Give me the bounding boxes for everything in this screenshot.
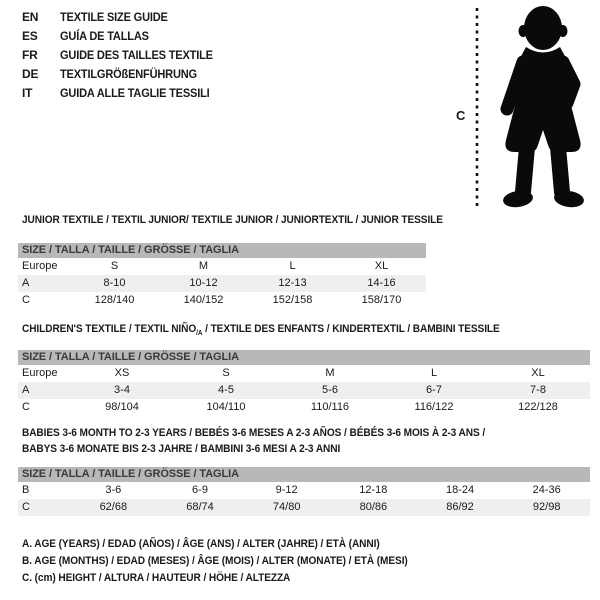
- table-cell: 128/140: [94, 294, 135, 306]
- table-cell: 3-4: [114, 384, 130, 396]
- table-cell: 14-16: [367, 277, 396, 289]
- language-code: IT: [22, 86, 33, 100]
- table-cell: 12-13: [278, 277, 307, 289]
- table-row: C 98/104 104/110 110/116 116/122 122/128: [18, 399, 590, 416]
- table-cell: XS: [114, 367, 130, 379]
- table-cell: 6-7: [426, 384, 442, 396]
- children-section-title: CHILDREN'S TEXTILE / TEXTIL NIÑO/A / TEX…: [22, 321, 500, 342]
- toddler-silhouette: [500, 6, 584, 208]
- row-label: A: [22, 277, 30, 289]
- row-label: Europe: [22, 367, 58, 379]
- row-label: B: [22, 484, 30, 496]
- table-cell: L: [430, 367, 438, 379]
- language-code: ES: [22, 29, 38, 43]
- table-cell: 158/170: [361, 294, 402, 306]
- language-code: DE: [22, 67, 39, 81]
- table-row: C 62/68 68/74 74/80 80/86 86/92 92/98: [18, 499, 590, 516]
- row-label: C: [22, 401, 30, 413]
- table-cell: 116/122: [414, 401, 454, 413]
- table-cell: 9-12: [275, 484, 298, 496]
- row-label: Europe: [22, 260, 58, 272]
- table-row: Europe S M L XL: [18, 258, 426, 275]
- table-cell: 62/68: [99, 501, 128, 513]
- note-age-years: A. AGE (YEARS) / EDAD (AÑOS) / ÂGE (ANS)…: [22, 538, 380, 550]
- table-row: B 3-6 6-9 9-12 12-18 18-24 24-36: [18, 482, 590, 499]
- note-height-cm: C. (cm) HEIGHT / ALTURA / HAUTEUR / HÖHE…: [22, 572, 291, 584]
- table-cell: 10-12: [189, 277, 218, 289]
- children-title-suffix: / TEXTILE DES ENFANTS / KINDERTEXTIL / B…: [202, 323, 500, 335]
- children-title-subscript: /A: [196, 330, 203, 338]
- table-cell: XL: [374, 260, 389, 272]
- table-cell: 5-6: [322, 384, 338, 396]
- babies-title-line2: BABYS 3-6 MONATE BIS 2-3 JAHRE / BAMBINI…: [22, 443, 341, 455]
- table-cell: 74/80: [272, 501, 301, 513]
- children-title-prefix: CHILDREN'S TEXTILE / TEXTIL NIÑO: [22, 323, 197, 335]
- size-table-header: SIZE / TALLA / TAILLE / GRÖSSE / TAGLIA: [18, 350, 590, 365]
- table-cell: M: [198, 260, 209, 272]
- row-label: C: [22, 294, 30, 306]
- table-cell: 24-36: [532, 484, 561, 496]
- table-cell: 98/104: [105, 401, 139, 413]
- junior-size-table: SIZE / TALLA / TAILLE / GRÖSSE / TAGLIA …: [18, 243, 426, 309]
- table-row: C 128/140 140/152 152/158 158/170: [18, 292, 426, 309]
- table-cell: 92/98: [532, 501, 561, 513]
- row-label: A: [22, 384, 30, 396]
- table-cell: S: [222, 367, 230, 379]
- size-table-header: SIZE / TALLA / TAILLE / GRÖSSE / TAGLIA: [18, 467, 590, 482]
- table-cell: 80/86: [359, 501, 388, 513]
- table-cell: 68/74: [186, 501, 214, 513]
- children-size-table: SIZE / TALLA / TAILLE / GRÖSSE / TAGLIA …: [18, 350, 590, 416]
- table-cell: L: [289, 260, 296, 272]
- junior-section-title: JUNIOR TEXTILE / TEXTIL JUNIOR/ TEXTILE …: [22, 214, 443, 226]
- guide-title-de: TEXTILGRÖßENFÜHRUNG: [60, 67, 197, 81]
- language-code: FR: [22, 48, 38, 62]
- babies-section-title: BABIES 3-6 MONTH TO 2-3 YEARS / BEBÉS 3-…: [22, 425, 485, 457]
- table-cell: 86/92: [446, 501, 474, 513]
- table-cell: 140/152: [183, 294, 224, 306]
- table-row: Europe XS S M L XL: [18, 365, 590, 382]
- babies-size-table: SIZE / TALLA / TAILLE / GRÖSSE / TAGLIA …: [18, 467, 590, 516]
- babies-title-line1: BABIES 3-6 MONTH TO 2-3 YEARS / BEBÉS 3-…: [22, 427, 486, 439]
- table-cell: 8-10: [103, 277, 126, 289]
- guide-title-es: GUÍA DE TALLAS: [60, 29, 149, 43]
- language-row-it: IT GUIDA ALLE TAGLIE TESSILI: [22, 84, 226, 103]
- language-row-en: EN TEXTILE SIZE GUIDE: [22, 8, 226, 27]
- table-cell: 7-8: [530, 384, 546, 396]
- table-row: A 8-10 10-12 12-13 14-16: [18, 275, 426, 292]
- language-title-block: EN TEXTILE SIZE GUIDE ES GUÍA DE TALLAS …: [22, 8, 226, 103]
- guide-title-fr: GUIDE DES TAILLES TEXTILE: [60, 48, 213, 62]
- language-row-es: ES GUÍA DE TALLAS: [22, 27, 226, 46]
- table-cell: 4-5: [218, 384, 234, 396]
- height-line-label: C: [456, 108, 466, 123]
- language-row-fr: FR GUIDE DES TAILLES TEXTILE: [22, 46, 226, 65]
- note-age-months: B. AGE (MONTHS) / EDAD (MESES) / ÂGE (MO…: [22, 555, 408, 567]
- table-cell: 18-24: [445, 484, 475, 496]
- language-row-de: DE TEXTILGRÖßENFÜHRUNG: [22, 65, 226, 84]
- table-cell: 110/116: [310, 401, 350, 413]
- table-cell: 104/110: [206, 401, 246, 413]
- language-code: EN: [22, 10, 39, 24]
- table-row: A 3-4 4-5 5-6 6-7 7-8: [18, 382, 590, 399]
- table-cell: 122/128: [518, 401, 558, 413]
- size-table-header: SIZE / TALLA / TAILLE / GRÖSSE / TAGLIA: [18, 243, 426, 258]
- table-cell: M: [325, 367, 335, 379]
- toddler-figure: C: [456, 6, 584, 208]
- table-cell: 6-9: [192, 484, 208, 496]
- guide-title-it: GUIDA ALLE TAGLIE TESSILI: [60, 86, 210, 100]
- table-cell: 3-6: [105, 484, 122, 496]
- table-cell: 152/158: [272, 294, 313, 306]
- row-label: C: [22, 501, 30, 513]
- guide-title-en: TEXTILE SIZE GUIDE: [60, 10, 168, 24]
- table-cell: 12-18: [359, 484, 388, 496]
- table-cell: XL: [531, 367, 545, 379]
- legend-notes: A. AGE (YEARS) / EDAD (AÑOS) / ÂGE (ANS)…: [22, 536, 441, 587]
- table-cell: S: [110, 260, 119, 272]
